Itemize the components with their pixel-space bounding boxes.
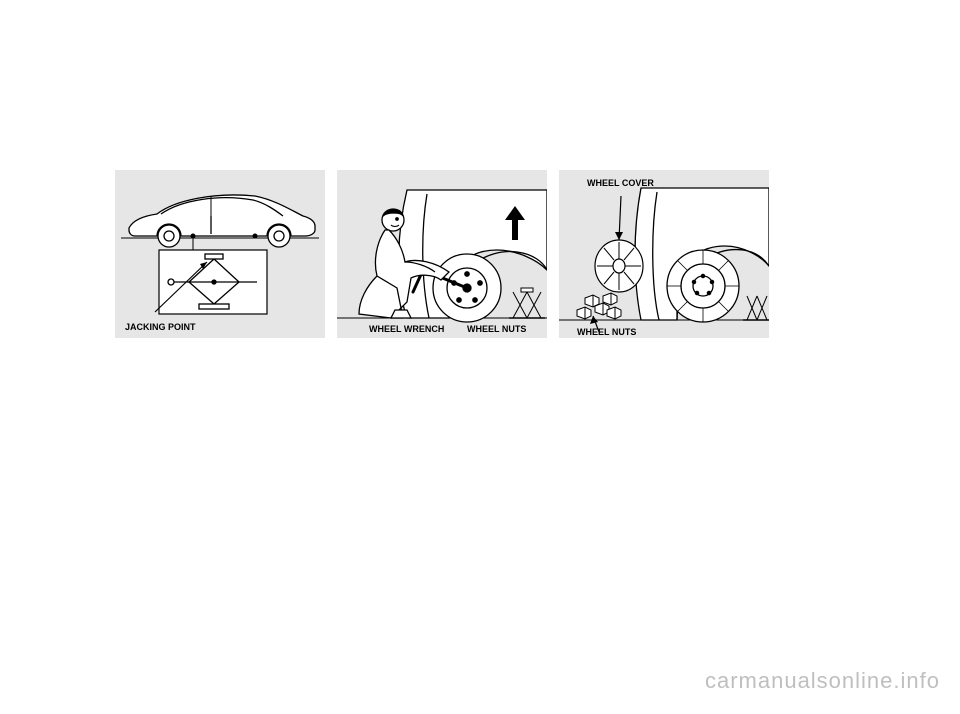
figure-wheel-cover: WHEEL COVER WHEEL NUTS: [559, 170, 769, 338]
figure-jacking-point: JACKING POINT: [115, 170, 325, 338]
label-wheel-cover: WHEEL COVER: [587, 178, 654, 188]
label-wheel-wrench: WHEEL WRENCH: [369, 324, 444, 334]
figure-jacking-point-svg: JACKING POINT: [115, 170, 325, 338]
figure-wheel-wrench-svg: WHEEL WRENCH WHEEL NUTS: [337, 170, 547, 338]
figure-row: JACKING POINT: [115, 170, 769, 338]
watermark: carmanualsonline.info: [705, 668, 940, 694]
label-wheel-nuts-2: WHEEL NUTS: [577, 327, 636, 337]
figure-wheel-wrench: WHEEL WRENCH WHEEL NUTS: [337, 170, 547, 338]
label-jacking-point: JACKING POINT: [125, 322, 196, 332]
figure-wheel-cover-svg: WHEEL COVER WHEEL NUTS: [559, 170, 769, 338]
label-wheel-nuts: WHEEL NUTS: [467, 324, 526, 334]
